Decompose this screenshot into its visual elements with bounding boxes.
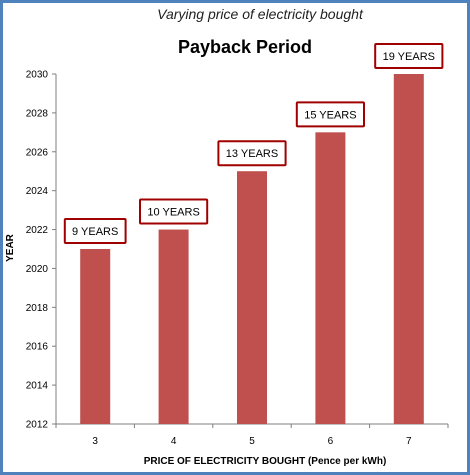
x-axis-label: PRICE OF ELECTRICITY BOUGHT (Pence per k… bbox=[144, 456, 387, 467]
data-label-box bbox=[374, 43, 444, 69]
y-tick-label: 2014 bbox=[26, 381, 49, 392]
y-tick-label: 2024 bbox=[26, 186, 49, 197]
x-tick-label: 3 bbox=[92, 436, 98, 447]
y-tick-label: 2018 bbox=[26, 303, 49, 314]
data-label: 19 YEARS bbox=[383, 51, 435, 63]
bar bbox=[158, 229, 189, 424]
data-label: 15 YEARS bbox=[304, 109, 356, 121]
data-label-box bbox=[295, 101, 365, 128]
bar bbox=[393, 74, 424, 424]
x-tick-label: 5 bbox=[249, 436, 255, 447]
y-tick-label: 2030 bbox=[26, 70, 49, 81]
y-axis-label: YEAR bbox=[5, 233, 16, 262]
chart-title: Payback Period bbox=[178, 37, 312, 57]
y-tick-label: 2022 bbox=[26, 225, 49, 236]
y-tick-label: 2028 bbox=[26, 108, 49, 119]
data-label: 13 YEARS bbox=[226, 148, 278, 160]
y-tick-label: 2012 bbox=[26, 420, 49, 431]
data-label-box bbox=[139, 198, 209, 225]
data-label: 9 YEARS bbox=[72, 226, 118, 238]
y-tick-label: 2020 bbox=[26, 264, 49, 275]
chart-caption: Varying price of electricity bought bbox=[157, 6, 364, 22]
x-tick-label: 7 bbox=[406, 436, 412, 447]
plot-area: 2012 2014 2016 2018 2020 2022 2024 2026 2028 2030… bbox=[26, 43, 449, 447]
bar bbox=[315, 132, 346, 425]
y-tick-label: 2016 bbox=[26, 342, 49, 353]
bar bbox=[80, 249, 111, 424]
x-tick-label: 4 bbox=[171, 436, 177, 447]
bar bbox=[237, 171, 267, 424]
x-tick-label: 6 bbox=[328, 436, 334, 447]
data-label-box bbox=[63, 218, 127, 244]
data-label: 10 YEARS bbox=[147, 207, 199, 219]
data-label-box bbox=[217, 140, 287, 167]
y-tick-label: 2026 bbox=[26, 147, 49, 158]
